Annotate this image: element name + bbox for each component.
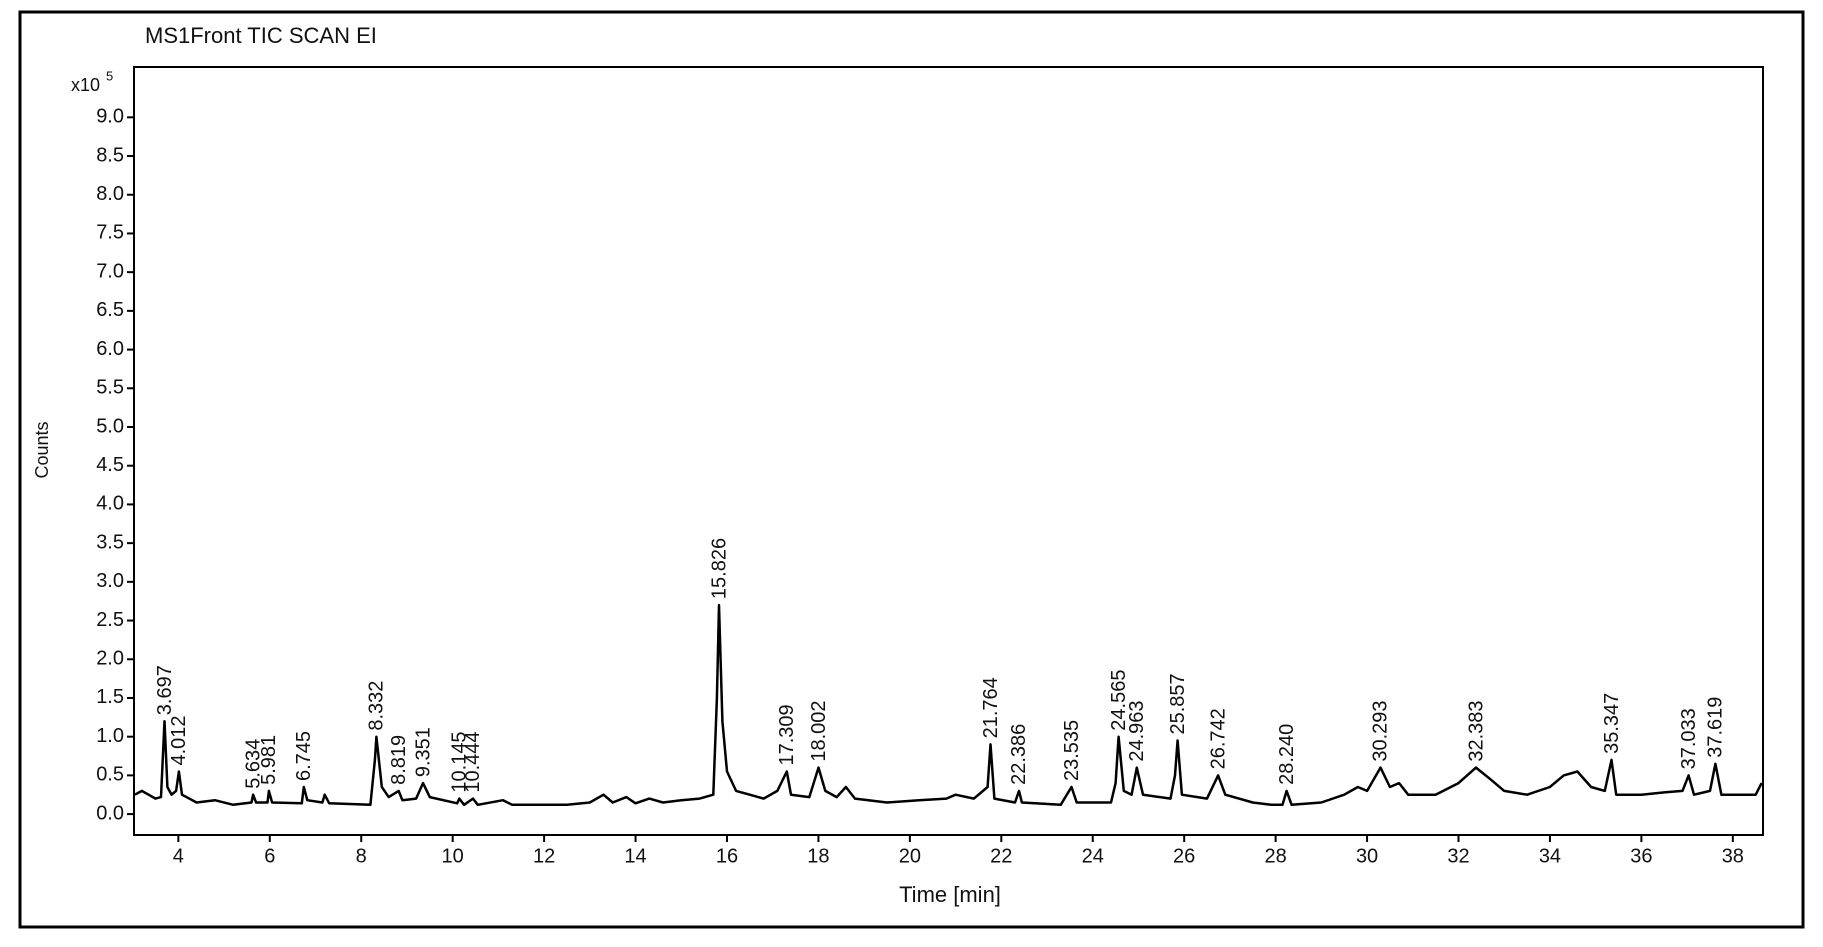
peak-label: 17.309	[776, 704, 798, 765]
y-tick-label: 2.5	[96, 609, 124, 631]
x-tick-label: 4	[173, 845, 184, 867]
y-tick-label: 7.0	[96, 260, 124, 282]
peak-label: 30.293	[1370, 700, 1392, 761]
peak-label: 32.383	[1465, 700, 1487, 761]
y-tick-label: 1.0	[96, 725, 124, 747]
x-tick-label: 30	[1356, 845, 1378, 867]
peak-label: 37.619	[1705, 697, 1727, 758]
peak-label: 25.857	[1167, 673, 1189, 734]
x-tick-label: 16	[716, 845, 738, 867]
x-tick-label: 22	[990, 845, 1012, 867]
y-tick-label: 7.5	[96, 222, 124, 244]
peak-label: 5.634	[242, 739, 264, 789]
y-multiplier: x10	[71, 75, 100, 95]
x-tick-label: 28	[1265, 845, 1287, 867]
x-tick-label: 36	[1630, 845, 1652, 867]
frame	[18, 10, 1805, 929]
peak-label: 24.963	[1126, 700, 1148, 761]
y-exponent: 5	[106, 68, 113, 83]
y-tick-label: 3.5	[96, 531, 124, 553]
y-axis-label: Counts	[32, 421, 52, 478]
peak-label: 3.697	[154, 665, 176, 715]
peak-label: 28.240	[1276, 724, 1298, 785]
y-tick-label: 0.5	[96, 764, 124, 786]
peak-label: 15.826	[708, 538, 730, 599]
y-tick-label: 1.5	[96, 686, 124, 708]
peak-label: 9.351	[412, 727, 434, 777]
y-tick-label: 9.0	[96, 106, 124, 128]
y-tick-label: 4.5	[96, 454, 124, 476]
x-tick-label: 10	[442, 845, 464, 867]
y-tick-label: 6.5	[96, 299, 124, 321]
trace	[134, 603, 1763, 807]
x-tick-label: 20	[899, 845, 921, 867]
x-tick-label: 38	[1722, 845, 1744, 867]
chart-title: MS1Front TIC SCAN EI	[145, 23, 377, 48]
peak-label: 10.145	[449, 731, 471, 792]
peak-label: 18.002	[808, 700, 830, 761]
x-tick-label: 24	[1082, 845, 1104, 867]
y-tick-label: 6.0	[96, 338, 124, 360]
peak-label: 8.332	[366, 681, 388, 731]
peak-label: 24.565	[1108, 670, 1130, 731]
x-tick-label: 34	[1539, 845, 1561, 867]
x-tick-label: 6	[264, 845, 275, 867]
x-axis-label: Time [min]	[899, 882, 1001, 907]
peak-label: 10.444	[462, 731, 484, 792]
y-tick-label: 0.0	[96, 802, 124, 824]
peak-label: 22.386	[1008, 724, 1030, 785]
y-tick-label: 2.0	[96, 648, 124, 670]
x-tick-label: 18	[807, 845, 829, 867]
x-tick-label: 26	[1173, 845, 1195, 867]
y-tick-label: 8.0	[96, 183, 124, 205]
y-tick-label: 4.0	[96, 493, 124, 515]
peak-label: 37.033	[1678, 708, 1700, 769]
peak-label: 21.764	[980, 677, 1002, 738]
x-tick-label: 8	[356, 845, 367, 867]
y-tick-label: 3.0	[96, 570, 124, 592]
y-tick-label: 5.5	[96, 377, 124, 399]
plot-area	[133, 66, 1764, 836]
x-tick-label: 14	[624, 845, 646, 867]
x-tick-label: 32	[1447, 845, 1469, 867]
peak-label: 26.742	[1207, 708, 1229, 769]
peak-label: 5.981	[258, 735, 280, 785]
peak-label: 4.012	[168, 715, 190, 765]
peak-label: 8.819	[388, 735, 410, 785]
peak-label: 23.535	[1061, 720, 1083, 781]
y-tick-label: 8.5	[96, 144, 124, 166]
x-tick-label: 12	[533, 845, 555, 867]
peak-label: 6.745	[293, 731, 315, 781]
peak-label: 35.347	[1601, 693, 1623, 754]
y-tick-label: 5.0	[96, 415, 124, 437]
